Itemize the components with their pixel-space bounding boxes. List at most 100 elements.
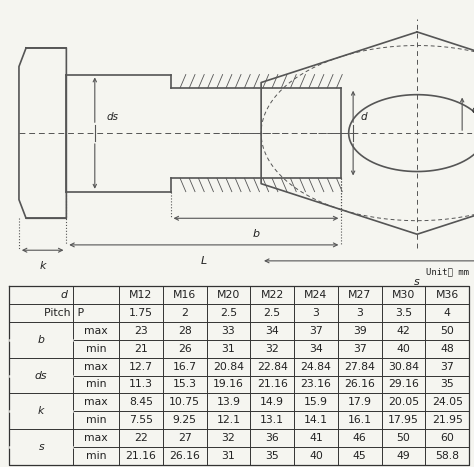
Text: d: d xyxy=(360,113,367,122)
Text: min: min xyxy=(86,415,106,425)
Text: 50: 50 xyxy=(440,326,454,336)
Text: 2.5: 2.5 xyxy=(220,308,237,318)
Text: 27.84: 27.84 xyxy=(344,361,375,372)
Text: 26.16: 26.16 xyxy=(344,380,375,389)
Text: 12.1: 12.1 xyxy=(217,415,240,425)
Text: Unit： mm: Unit： mm xyxy=(426,268,469,276)
Text: 26: 26 xyxy=(178,344,191,354)
Text: 24.05: 24.05 xyxy=(432,397,463,407)
Text: 21.95: 21.95 xyxy=(432,415,463,425)
Text: Pitch  P: Pitch P xyxy=(44,308,84,318)
Text: 21.16: 21.16 xyxy=(126,451,156,461)
Text: 4: 4 xyxy=(444,308,451,318)
Text: 3: 3 xyxy=(312,308,319,318)
Text: max: max xyxy=(84,361,108,372)
Text: 29.16: 29.16 xyxy=(388,380,419,389)
Text: L: L xyxy=(201,255,207,266)
Text: max: max xyxy=(84,326,108,336)
Text: 2.5: 2.5 xyxy=(264,308,281,318)
Text: 37: 37 xyxy=(309,326,323,336)
Text: 36: 36 xyxy=(265,433,279,443)
Text: max: max xyxy=(84,433,108,443)
Text: 28: 28 xyxy=(178,326,191,336)
Text: 10.75: 10.75 xyxy=(169,397,200,407)
Text: 34: 34 xyxy=(265,326,279,336)
Text: 23.16: 23.16 xyxy=(301,380,331,389)
Text: 2: 2 xyxy=(181,308,188,318)
Text: min: min xyxy=(86,344,106,354)
Text: min: min xyxy=(86,380,106,389)
Text: M30: M30 xyxy=(392,290,415,300)
Text: 27: 27 xyxy=(178,433,191,443)
Text: 8.45: 8.45 xyxy=(129,397,153,407)
Text: 12.7: 12.7 xyxy=(129,361,153,372)
Text: M20: M20 xyxy=(217,290,240,300)
Text: 39: 39 xyxy=(353,326,367,336)
Text: 17.9: 17.9 xyxy=(348,397,372,407)
Text: 16.1: 16.1 xyxy=(348,415,372,425)
Text: ds: ds xyxy=(35,370,47,381)
Text: 17.95: 17.95 xyxy=(388,415,419,425)
Text: 30.84: 30.84 xyxy=(388,361,419,372)
Text: s: s xyxy=(38,442,44,452)
Text: 14.1: 14.1 xyxy=(304,415,328,425)
Text: b: b xyxy=(38,335,45,345)
Text: 37: 37 xyxy=(353,344,367,354)
Text: 13.1: 13.1 xyxy=(260,415,284,425)
Text: 20.84: 20.84 xyxy=(213,361,244,372)
Text: 20.05: 20.05 xyxy=(388,397,419,407)
Text: 7.55: 7.55 xyxy=(129,415,153,425)
Text: 60: 60 xyxy=(440,433,454,443)
Text: M27: M27 xyxy=(348,290,372,300)
Text: 22: 22 xyxy=(134,433,148,443)
Text: 9.25: 9.25 xyxy=(173,415,197,425)
Text: M22: M22 xyxy=(261,290,284,300)
Text: 3: 3 xyxy=(356,308,363,318)
Text: 40: 40 xyxy=(309,451,323,461)
Text: M16: M16 xyxy=(173,290,196,300)
Text: 31: 31 xyxy=(221,451,235,461)
Text: ds: ds xyxy=(107,113,118,122)
Text: 24.84: 24.84 xyxy=(301,361,331,372)
Text: 42: 42 xyxy=(397,326,410,336)
Text: 16.7: 16.7 xyxy=(173,361,197,372)
Text: M36: M36 xyxy=(436,290,459,300)
Text: 1.75: 1.75 xyxy=(129,308,153,318)
Text: 15.3: 15.3 xyxy=(173,380,197,389)
Text: 34: 34 xyxy=(309,344,323,354)
Text: k: k xyxy=(38,406,45,416)
Text: 3.5: 3.5 xyxy=(395,308,412,318)
Text: M24: M24 xyxy=(304,290,328,300)
Text: 49: 49 xyxy=(397,451,410,461)
Text: 48: 48 xyxy=(440,344,454,354)
Text: 26.16: 26.16 xyxy=(169,451,200,461)
Text: 32: 32 xyxy=(265,344,279,354)
Text: 40: 40 xyxy=(397,344,410,354)
Text: 50: 50 xyxy=(397,433,410,443)
Text: 41: 41 xyxy=(309,433,323,443)
Text: 33: 33 xyxy=(221,326,235,336)
Text: 13.9: 13.9 xyxy=(217,397,240,407)
Text: 35: 35 xyxy=(265,451,279,461)
Text: 32: 32 xyxy=(221,433,235,443)
Text: max: max xyxy=(84,397,108,407)
Text: 21.16: 21.16 xyxy=(257,380,288,389)
Text: 11.3: 11.3 xyxy=(129,380,153,389)
Text: 19.16: 19.16 xyxy=(213,380,244,389)
Text: d: d xyxy=(472,105,474,115)
Text: M12: M12 xyxy=(129,290,153,300)
Text: b: b xyxy=(252,229,260,239)
Text: s: s xyxy=(414,277,420,287)
Text: 14.9: 14.9 xyxy=(260,397,284,407)
Text: 31: 31 xyxy=(221,344,235,354)
Text: d: d xyxy=(61,290,68,300)
Text: 21: 21 xyxy=(134,344,148,354)
Text: 15.9: 15.9 xyxy=(304,397,328,407)
Text: 35: 35 xyxy=(440,380,454,389)
Text: min: min xyxy=(86,451,106,461)
Text: 46: 46 xyxy=(353,433,367,443)
Text: 58.8: 58.8 xyxy=(435,451,459,461)
Text: 22.84: 22.84 xyxy=(257,361,288,372)
Text: 45: 45 xyxy=(353,451,367,461)
Text: k: k xyxy=(39,261,46,271)
